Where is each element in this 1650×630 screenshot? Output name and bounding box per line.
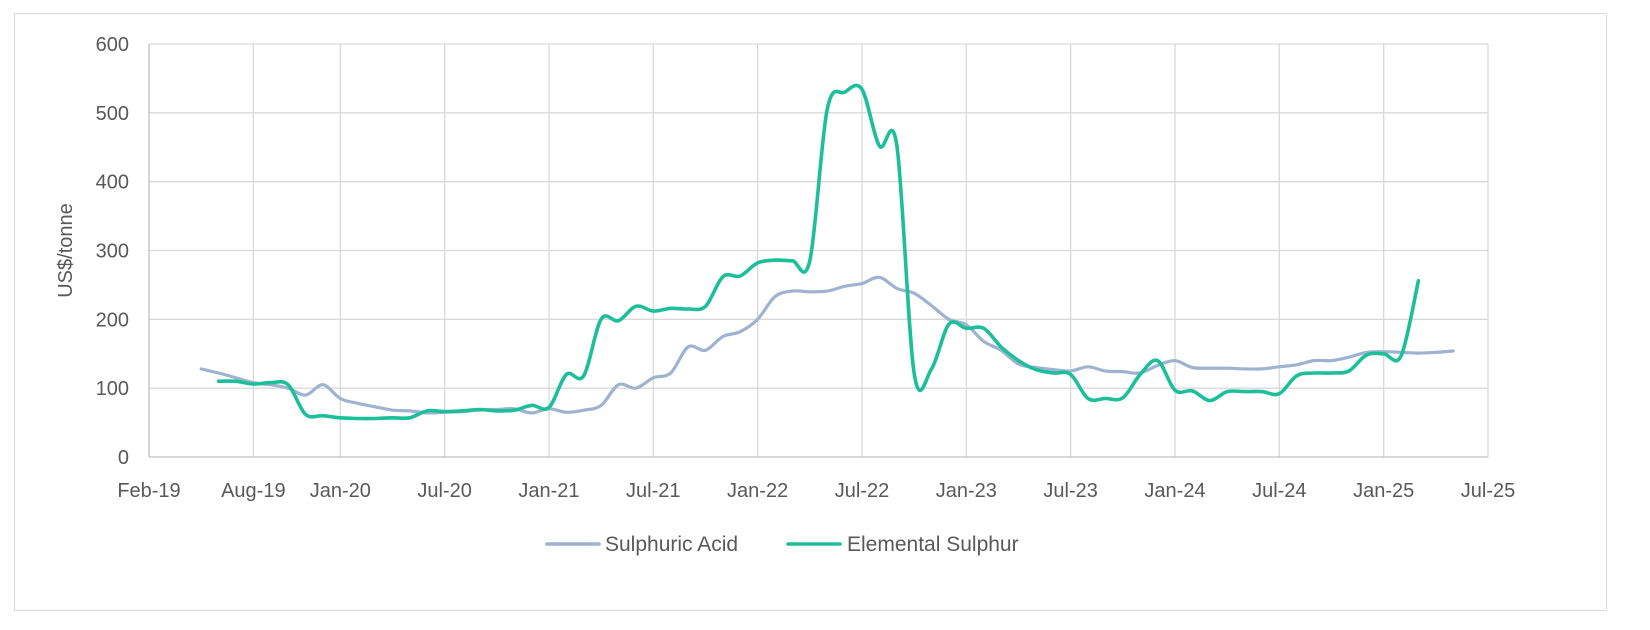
y-tick-label: 0 [118,447,129,469]
legend-item-sulphuric-acid: Sulphuric Acid [545,533,738,556]
grid [149,43,1489,457]
x-tick-label: Jan-20 [310,480,371,502]
x-tick-label: Jan-22 [727,480,788,502]
axes [148,44,1488,458]
x-tick-label: Jan-21 [518,480,579,502]
y-tick-label: 100 [96,378,129,400]
x-tick-label: Jan-23 [936,480,997,502]
x-tick-label: Jan-25 [1353,480,1414,502]
y-axis-title: US$/tonne [55,203,77,298]
y-tick-label: 400 [96,172,129,194]
x-tick-label: Jul-22 [835,480,889,502]
x-tick-label: Jul-23 [1043,480,1097,502]
line-chart: 0 100 200 300 400 500 600 Feb-19 Aug-19 Jan-20 Jul… [55,34,1516,556]
x-tick-label: Jul-24 [1252,480,1306,502]
legend-item-elemental-sulphur: Elemental Sulphur [786,533,1019,556]
y-tick-label: 500 [96,103,129,125]
x-tick-label: Aug-19 [221,480,286,502]
y-tick-label: 300 [96,241,129,263]
x-tick-label: Jan-24 [1144,480,1205,502]
x-tick-label: Jul-25 [1461,480,1515,502]
y-tick-label: 200 [96,309,129,331]
legend: Sulphuric Acid Elemental Sulphur [545,533,1019,556]
x-tick-label: Jul-21 [626,480,680,502]
tick-labels: 0 100 200 300 400 500 600 Feb-19 Aug-19 Jan-20 Jul… [96,34,1516,502]
series-line-sulphuric-acid [199,275,1455,415]
y-tick-label: 600 [96,34,129,56]
series-line-elemental-sulphur [216,83,1421,421]
x-tick-label: Feb-19 [117,480,180,502]
legend-label: Elemental Sulphur [847,533,1019,556]
legend-label: Sulphuric Acid [605,533,738,556]
series-lines [199,83,1455,421]
chart-frame: 0 100 200 300 400 500 600 Feb-19 Aug-19 Jan-20 Jul… [14,13,1607,611]
x-tick-label: Jul-20 [417,480,471,502]
